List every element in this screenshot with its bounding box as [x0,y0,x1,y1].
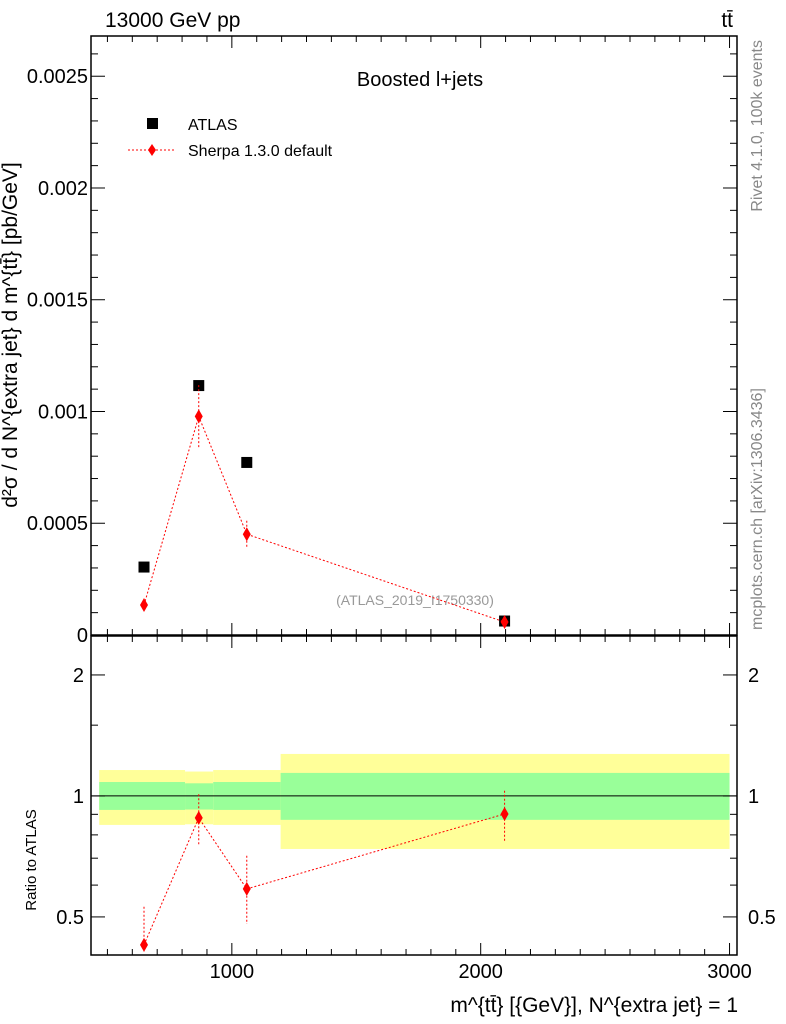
sherpa-data-point [500,615,509,630]
y-tick-label: 0.001 [38,401,88,423]
ratio-y-tick-label-right: 2 [748,665,759,687]
ratio-y-tick-label: 1 [73,786,84,808]
main-plot-frame [90,35,738,636]
x-axis-label: m^{tt̄} [{GeV}], N^{extra jet} = 1 [450,994,738,1017]
legend-sherpa-marker [148,144,156,156]
sherpa-data-point [242,527,251,542]
atlas-data-point [138,561,150,573]
y-tick-label: 0.0005 [27,513,88,535]
sherpa-ratio-point [140,937,149,952]
header-final-state: tt̄ [721,9,733,32]
x-tick-label: 3000 [707,961,752,983]
mcplots-label: mcplots.cern.ch [arXiv:1306.3436] [749,388,766,630]
header-process: 13000 GeV pp [105,9,240,32]
sherpa-ratio-point [194,810,203,825]
atlas-data-point [241,456,253,468]
y-tick-label: 0.002 [38,178,88,200]
ratio-y-tick-label: 2 [73,665,84,687]
sherpa-line [143,414,505,623]
sherpa-data-point [194,409,203,424]
analysis-watermark: (ATLAS_2019_I1750330) [336,592,494,608]
y-tick-label: 0.0025 [27,66,88,88]
ratio-y-tick-label-right: 0.5 [748,907,776,929]
legend-atlas-marker [147,118,158,129]
plot-title: Boosted l+jets [357,69,483,91]
ratio-y-tick-label-right: 1 [748,786,759,808]
legend-atlas-label: ATLAS [188,117,238,134]
x-tick-label: 2000 [458,961,503,983]
y-tick-label: 0 [77,625,88,647]
rivet-label: Rivet 4.1.0, 100k events [749,40,766,212]
sherpa-data-point [140,598,149,613]
main-y-label: d²σ / d N^{extra jet} d m^{tt̄} [pb/GeV] [0,162,22,508]
ratio-y-label: Ratio to ATLAS [23,809,40,910]
sherpa-ratio-point [242,881,251,896]
legend-sherpa-label: Sherpa 1.3.0 default [188,143,333,160]
ratio-y-tick-label: 0.5 [56,907,84,929]
sherpa-ratio-line [143,813,505,946]
sherpa-ratio-point [500,806,509,821]
x-tick-label: 1000 [210,961,255,983]
y-tick-label: 0.0015 [27,290,88,312]
